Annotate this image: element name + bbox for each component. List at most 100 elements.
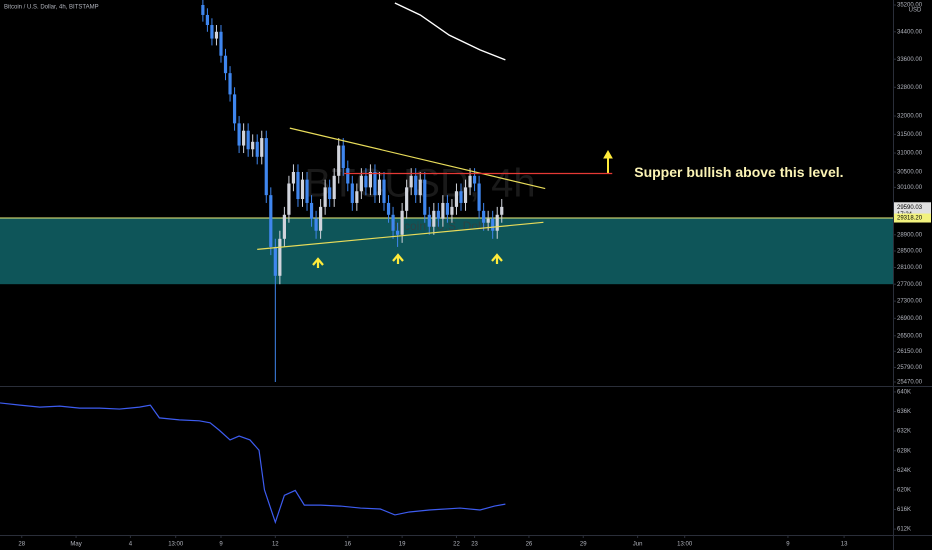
x-tick-label: 28: [18, 542, 25, 548]
candle-body: [482, 210, 486, 223]
candle-body: [332, 175, 336, 200]
y-tick-label: 27700.00: [897, 282, 923, 288]
candle-body: [350, 183, 354, 203]
arrow-head: [603, 149, 613, 159]
candle-body: [423, 179, 427, 215]
x-tick-label: 4: [129, 542, 133, 548]
candle-body: [391, 214, 395, 231]
y-tick-label: 32000.00: [897, 114, 923, 120]
candle-body: [405, 187, 409, 211]
y-tick-label: 31500.00: [897, 132, 923, 138]
x-tick-label: 13: [841, 542, 848, 548]
candle-body: [373, 171, 377, 196]
candle-body: [400, 210, 404, 235]
y-tick-label: 26500.00: [897, 333, 923, 339]
x-tick-label: May: [70, 542, 81, 548]
y-tick-label: 32800.00: [897, 85, 923, 91]
candle-body: [219, 31, 223, 56]
y-tick-label: 640K: [897, 389, 911, 395]
candle-body: [364, 175, 368, 188]
candle-body: [251, 141, 255, 150]
candle-body: [450, 206, 454, 215]
candle-body: [477, 183, 481, 211]
y-tick-label: 632K: [897, 429, 911, 435]
candle-body: [273, 246, 277, 276]
candle-body: [228, 73, 232, 95]
trend-line: [257, 221, 544, 250]
x-tick-label: 16: [344, 542, 351, 548]
y-tick-label: 628K: [897, 448, 911, 454]
x-tick-label: 23: [471, 542, 478, 548]
candle-body: [432, 210, 436, 227]
level-box: [894, 213, 931, 223]
candle-body: [260, 138, 264, 157]
y-tick-label: 636K: [897, 409, 911, 415]
candle-body: [436, 210, 440, 219]
candle-body: [463, 187, 468, 203]
y-tick-label: 35200.00: [897, 3, 923, 9]
candle-body: [205, 14, 210, 26]
indicator-line: [0, 402, 506, 525]
candle-body: [237, 123, 241, 146]
candle-body: [427, 214, 431, 227]
candle-body: [309, 202, 314, 219]
arrow: [491, 253, 503, 264]
support-arrows: [312, 253, 503, 268]
y-tick-label: 26900.00: [897, 316, 923, 322]
candle-body: [500, 206, 504, 215]
y-tick-label: 28100.00: [897, 265, 923, 271]
watermark-subtitle: Bitcoin / U.S. Dollar: [390, 219, 494, 233]
candle-body: [445, 202, 450, 215]
candle-body: [300, 179, 305, 200]
x-tick-label: 12: [272, 542, 279, 548]
candle-body: [395, 230, 400, 235]
candle-body: [319, 206, 323, 231]
candle-body: [491, 218, 495, 231]
candle-body: [282, 214, 286, 239]
candle-body: [246, 130, 250, 150]
currency-label: USD: [909, 8, 922, 14]
candle-body: [441, 202, 445, 219]
candle-body: [468, 175, 472, 188]
candle-body: [255, 141, 259, 157]
x-tick-label: 22: [453, 542, 460, 548]
y-tick-label: 26150.00: [897, 349, 923, 355]
candle-body: [314, 218, 318, 231]
x-tick-label: 13:00: [168, 542, 184, 548]
candle-body: [495, 214, 499, 231]
x-tick-label: 26: [526, 542, 533, 548]
candle-body: [346, 168, 350, 184]
candle-body: [242, 130, 246, 146]
candle-body: [287, 183, 291, 215]
last-price-label: 29590.03: [897, 205, 923, 211]
arrow: [392, 253, 404, 264]
candle-body: [291, 171, 296, 184]
candle-body: [459, 191, 463, 203]
annotation: Supper bullish above this level.: [634, 164, 843, 180]
candle-body: [305, 179, 309, 203]
candle-body: [377, 179, 382, 196]
candle-body: [472, 175, 477, 184]
y-tick-label: 34400.00: [897, 29, 923, 35]
x-tick-label: 29: [580, 542, 587, 548]
candle-body: [409, 175, 413, 188]
y-tick-label: 28900.00: [897, 232, 923, 238]
arrow: [312, 257, 324, 268]
y-tick-label: 28500.00: [897, 249, 923, 255]
candle-body: [269, 195, 273, 247]
y-tick-label: 624K: [897, 468, 911, 474]
x-tick-label: 9: [786, 542, 790, 548]
candle-body: [264, 138, 268, 196]
candle-body: [296, 171, 300, 200]
candle-body: [368, 171, 373, 188]
candle-body: [337, 145, 341, 176]
candle-body: [278, 238, 282, 276]
candle-body: [355, 191, 359, 203]
y-tick-label: 616K: [897, 507, 911, 513]
x-tick-label: 13:00: [677, 542, 693, 548]
x-tick-label: Jun: [633, 542, 643, 548]
y-tick-label: 25790.00: [897, 365, 923, 371]
